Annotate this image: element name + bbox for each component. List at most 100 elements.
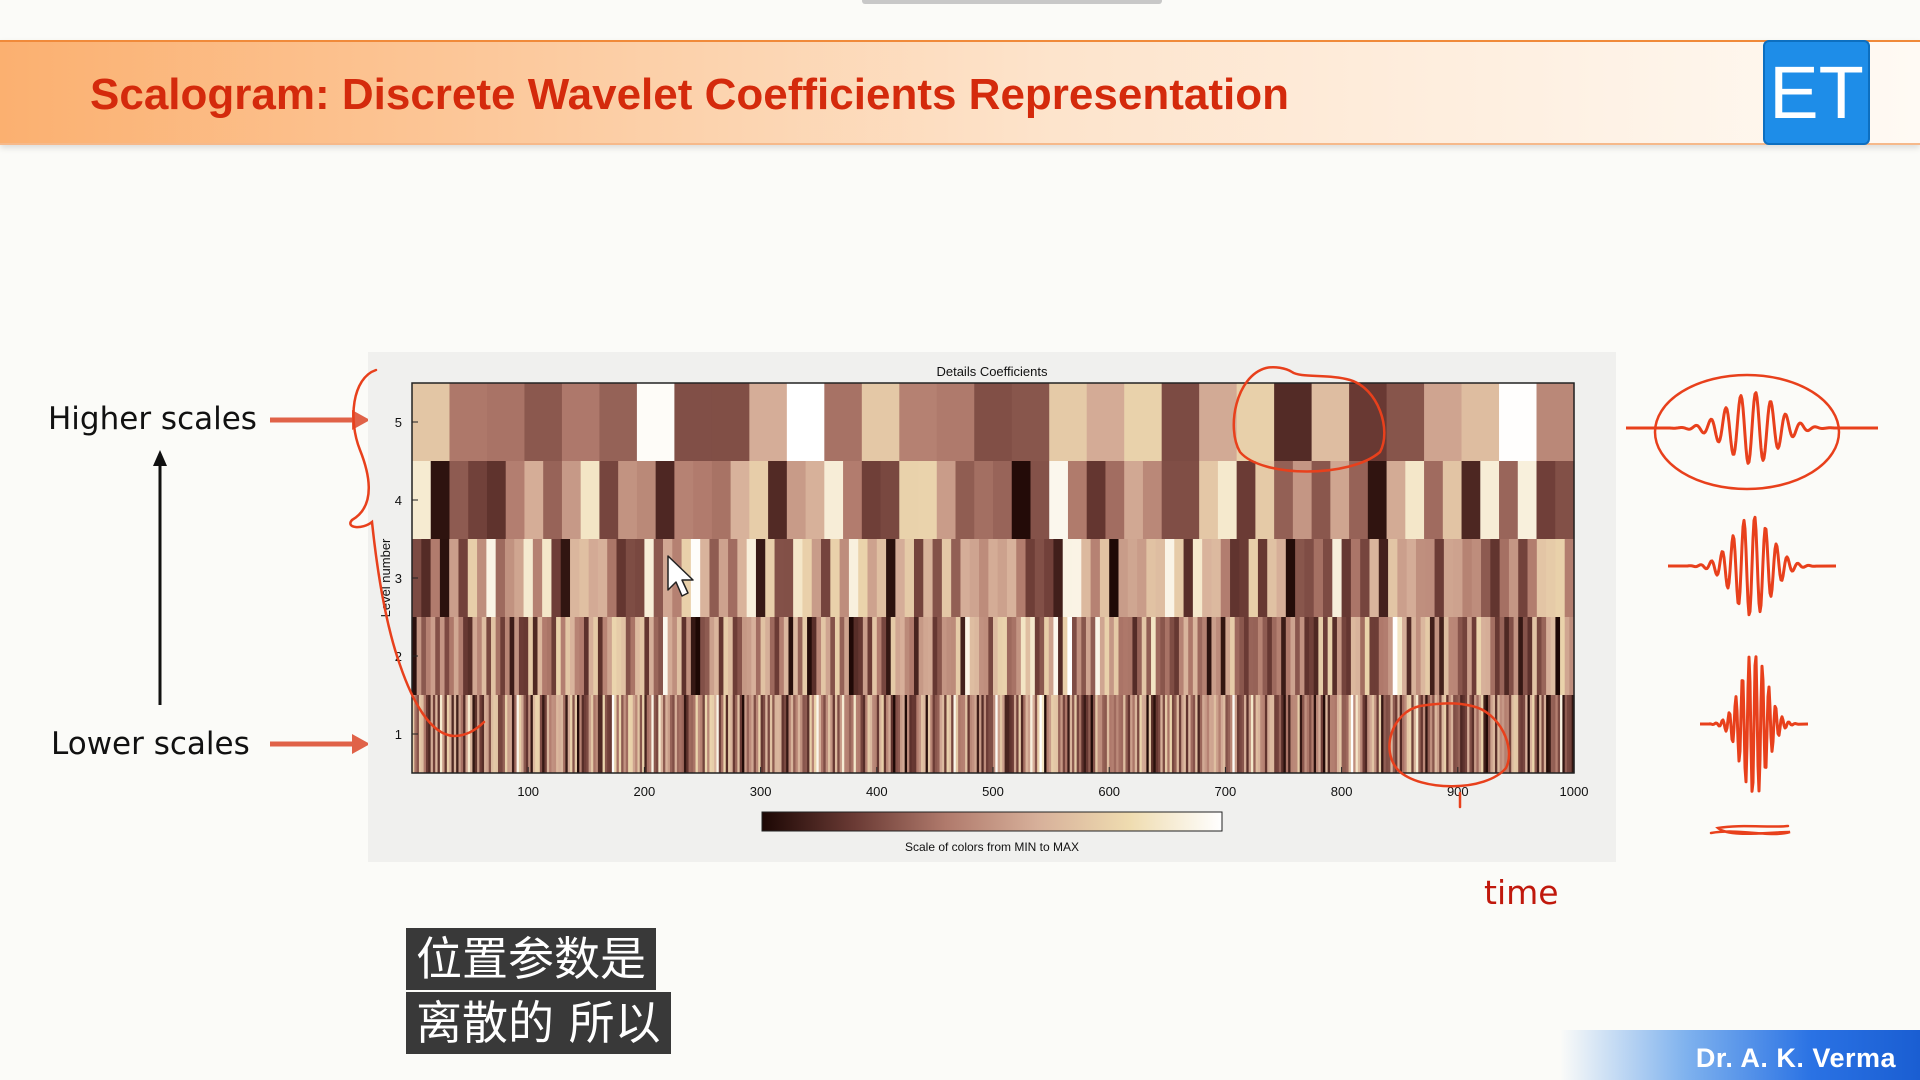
- coefficient-cell: [904, 695, 908, 773]
- coefficient-cell: [528, 617, 534, 695]
- coefficient-cell: [880, 461, 900, 539]
- coefficient-cell: [697, 695, 701, 773]
- coefficient-cell: [1311, 695, 1315, 773]
- coefficient-cell: [1255, 461, 1275, 539]
- coefficient-cell: [779, 617, 785, 695]
- coefficient-cell: [430, 695, 434, 773]
- coefficient-cell: [1090, 539, 1101, 617]
- coefficient-cell: [1223, 695, 1226, 773]
- coefficient-cell: [1313, 695, 1317, 773]
- coefficient-cell: [549, 695, 553, 773]
- coefficient-cell: [1457, 617, 1464, 695]
- coefficient-cell: [711, 695, 715, 773]
- coefficient-cell: [1125, 695, 1129, 773]
- coefficient-cell: [599, 461, 619, 539]
- coefficient-cell: [1381, 695, 1385, 773]
- coefficient-cell: [1527, 539, 1538, 617]
- coefficient-cell: [732, 695, 736, 773]
- coefficient-cell: [886, 695, 890, 773]
- coefficient-cell: [804, 695, 808, 773]
- coefficient-cell: [825, 617, 831, 695]
- coefficient-cell: [737, 617, 743, 695]
- coefficient-cell: [1069, 695, 1073, 773]
- coefficient-cell: [979, 695, 982, 773]
- coefficient-cell: [581, 695, 585, 773]
- coefficient-cell: [1049, 461, 1069, 539]
- coefficient-cell: [588, 695, 592, 773]
- coefficient-cell: [909, 695, 913, 773]
- coefficient-cell: [1030, 461, 1050, 539]
- coefficient-cell: [1034, 539, 1045, 617]
- coefficient-cell: [1134, 695, 1138, 773]
- coefficient-cell: [837, 695, 841, 773]
- x-tick-label: 400: [866, 784, 888, 799]
- coefficient-cell: [844, 617, 850, 695]
- coefficient-cell: [607, 539, 618, 617]
- coefficient-cell: [1113, 617, 1120, 695]
- x-tick-label: 500: [982, 784, 1004, 799]
- coefficient-cell: [858, 617, 864, 695]
- coefficient-cell: [1190, 695, 1194, 773]
- coefficient-cell: [416, 617, 422, 695]
- coefficient-cell: [523, 695, 527, 773]
- x-tick-label: 800: [1331, 784, 1353, 799]
- coefficient-cell: [676, 617, 683, 695]
- coefficient-cell: [1378, 617, 1385, 695]
- coefficient-cell: [556, 695, 560, 773]
- coefficient-cell: [1046, 695, 1050, 773]
- coefficient-cell: [474, 695, 478, 773]
- coefficient-cell: [1350, 617, 1357, 695]
- coefficient-cell: [1288, 695, 1292, 773]
- coefficient-cell: [625, 695, 629, 773]
- coefficient-cell: [865, 695, 869, 773]
- coefficient-cell: [1204, 695, 1208, 773]
- mouse-cursor: [667, 555, 694, 597]
- coefficient-cell: [1239, 695, 1243, 773]
- subtitle-line-2: 离散的 所以: [406, 992, 671, 1054]
- coefficient-cell: [430, 461, 451, 539]
- coefficient-cell: [755, 617, 762, 695]
- coefficient-cell: [811, 539, 822, 617]
- coefficient-cell: [607, 617, 613, 695]
- coefficient-cell: [932, 617, 938, 695]
- coefficient-cell: [711, 383, 750, 461]
- coefficient-cell: [774, 695, 778, 773]
- coefficient-cell: [1195, 695, 1199, 773]
- coefficient-cell: [974, 617, 980, 695]
- coefficient-cell: [844, 695, 848, 773]
- coefficient-cell: [793, 617, 799, 695]
- coefficient-cell: [1360, 695, 1364, 773]
- coefficient-cell: [1548, 695, 1552, 773]
- coefficient-cell: [1178, 695, 1182, 773]
- coefficient-cell: [1402, 617, 1408, 695]
- coefficient-cell: [1085, 695, 1089, 773]
- coefficient-cell: [583, 695, 587, 773]
- coefficient-cell: [1220, 539, 1231, 617]
- coefficient-cell: [514, 539, 525, 617]
- coefficient-cell: [604, 695, 608, 773]
- coefficient-cell: [1220, 695, 1224, 773]
- lower-scales-label: Lower scales: [51, 726, 250, 762]
- coefficient-cell: [1290, 617, 1296, 695]
- coefficient-cell: [774, 617, 780, 695]
- coefficient-cell: [1267, 539, 1278, 617]
- coefficient-cell: [1550, 695, 1554, 773]
- coefficient-cell: [718, 617, 725, 695]
- coefficient-cell: [1536, 383, 1575, 461]
- coefficient-cell: [1341, 695, 1345, 773]
- coefficient-cell: [1016, 617, 1022, 695]
- coefficient-cell: [590, 695, 594, 773]
- coefficient-cell: [1176, 695, 1180, 773]
- coefficient-cell: [1411, 695, 1415, 773]
- coefficient-cell: [1181, 695, 1185, 773]
- heatmap: [412, 383, 1575, 773]
- coefficient-cell: [848, 695, 852, 773]
- coefficient-cell: [1199, 461, 1219, 539]
- coefficient-cell: [893, 695, 896, 773]
- coefficient-cell: [1062, 539, 1073, 617]
- coefficient-cell: [579, 539, 590, 617]
- coefficient-cell: [665, 695, 669, 773]
- coefficient-cell: [1099, 539, 1110, 617]
- coefficient-cell: [630, 617, 636, 695]
- coefficient-cell: [686, 617, 692, 695]
